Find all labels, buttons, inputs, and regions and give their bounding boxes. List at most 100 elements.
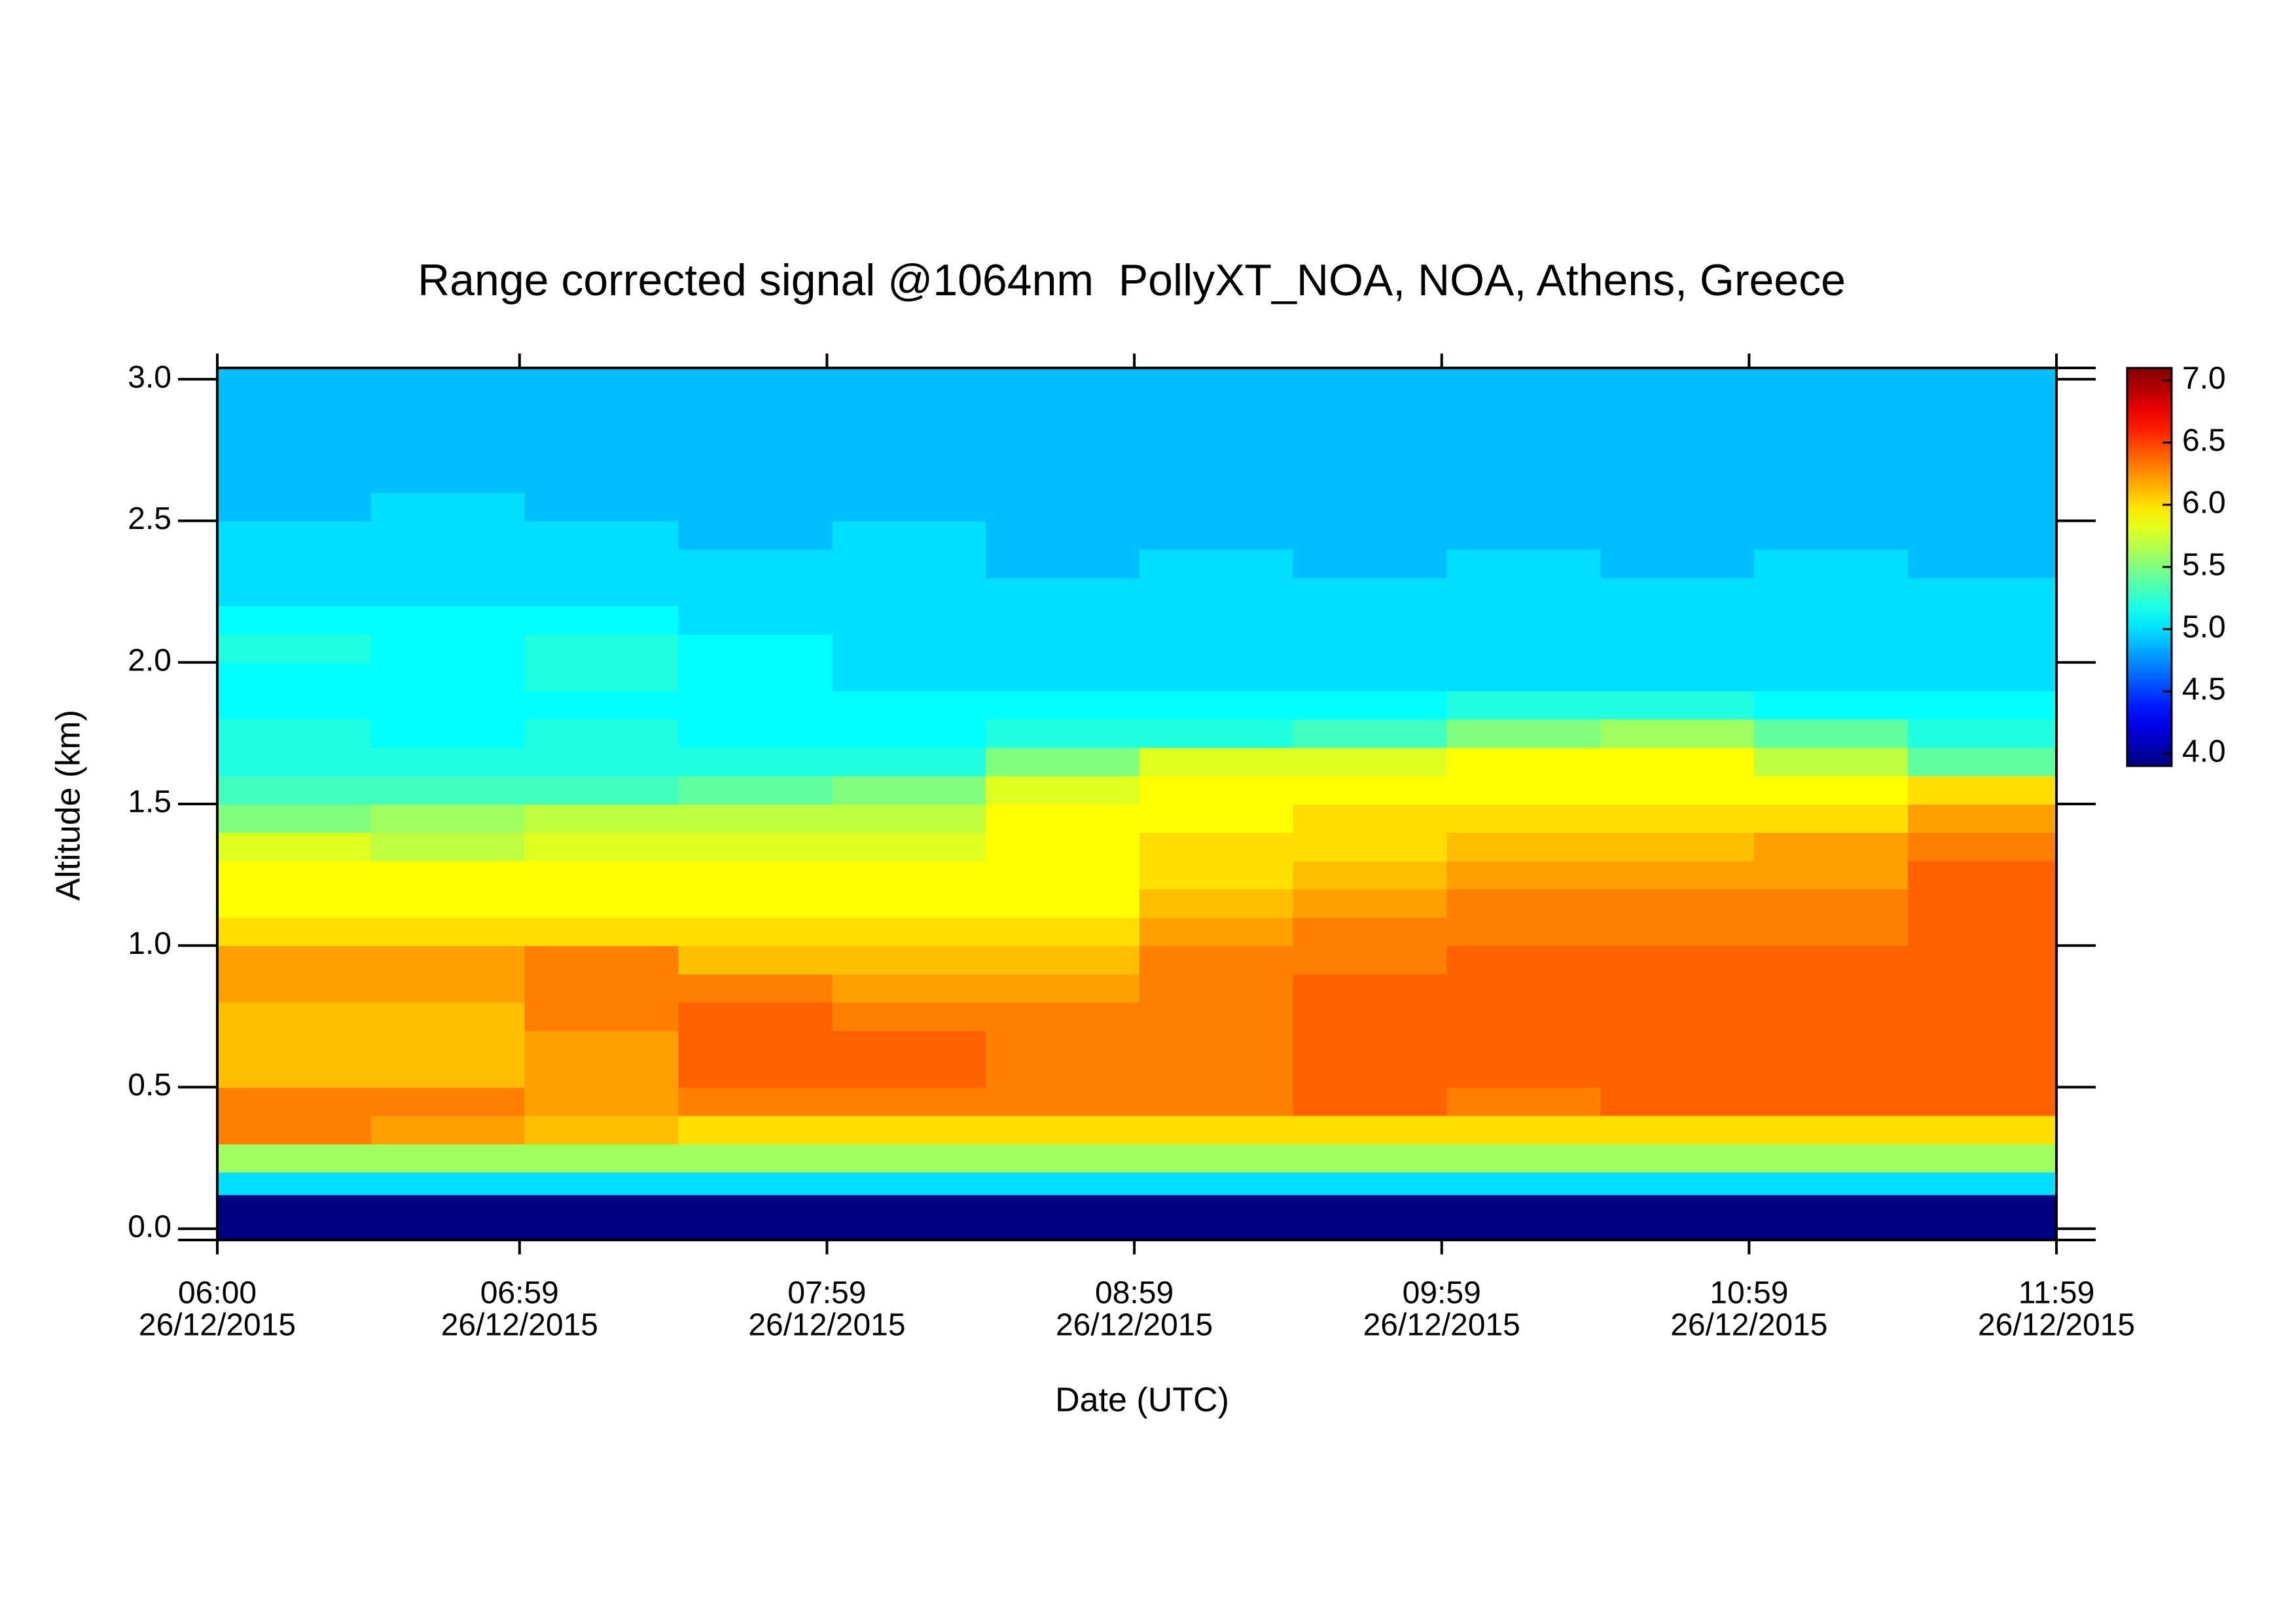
heatmap-cell [217,520,372,550]
heatmap-cell [1446,464,1602,494]
heatmap-cell [1600,1115,1755,1144]
heatmap-cell [1446,804,1602,833]
heatmap-cell [524,435,679,465]
heatmap-cell [1754,520,1909,550]
colorbar-tick-label: 4.5 [2182,672,2226,707]
heatmap-cell [524,691,679,720]
heatmap-cell [678,719,833,748]
heatmap-cell [370,492,526,522]
heatmap-cell [1908,1115,2057,1144]
heatmap-cell [524,917,679,947]
heatmap-cell [832,1115,986,1144]
heatmap-cell [832,917,986,947]
heatmap-cell [1139,832,1294,862]
heatmap-cell [1908,1172,2057,1195]
heatmap-cell [832,1002,986,1031]
heatmap-cell [524,860,679,890]
heatmap-cell [832,520,986,550]
heatmap-cell [1908,775,2057,805]
heatmap-cell [1600,577,1755,607]
heatmap-cell [370,606,526,635]
heatmap-cell [1293,606,1448,635]
x-tick-label: 11:59 [2018,1276,2095,1311]
heatmap-cell [1139,634,1294,663]
colorbar-tick-label: 4.0 [2182,735,2226,769]
heatmap-cell [1139,435,1294,465]
x-tick-label: 08:59 [1095,1276,1174,1311]
heatmap-cell [986,860,1140,890]
heatmap-cell [1754,1143,1909,1173]
heatmap-cell [1446,407,1602,437]
heatmap-cell [1600,1143,1755,1173]
heatmap-cell [1600,945,1755,975]
colorbar-tick-label: 5.5 [2182,548,2226,583]
heatmap-cell [1600,407,1755,437]
heatmap-cell [678,945,833,975]
heatmap-cell [1908,917,2057,947]
heatmap-cell [678,888,833,918]
heatmap-cell [1139,804,1294,833]
heatmap-cell [1600,860,1755,890]
heatmap-cell [1754,1030,1909,1060]
heatmap-cell [1446,1002,1602,1031]
heatmap-cell [1908,606,2057,635]
heatmap-cell [832,747,986,776]
heatmap-cell [1139,888,1294,918]
heatmap-cell [1446,719,1602,748]
colorbar-tick-label: 6.0 [2182,486,2226,520]
heatmap-cell [1600,662,1755,691]
heatmap-cell [217,1143,372,1173]
heatmap-cell [1293,945,1448,975]
heatmap-cell [1446,974,1602,1003]
heatmap-cell [832,464,986,494]
chart-title: Range corrected signal @1064nm PollyXT_N… [418,255,1846,305]
heatmap-cell [524,832,679,862]
heatmap-cell [1446,606,1602,635]
heatmap-cell [217,368,372,409]
heatmap-cell [986,662,1140,691]
heatmap-cell [370,832,526,862]
heatmap-cell [986,577,1140,607]
heatmap-cell [832,719,986,748]
heatmap-cell [678,974,833,1003]
heatmap-cell [1446,860,1602,890]
heatmap-cell [1600,1087,1755,1116]
heatmap-cell [1139,549,1294,578]
heatmap-cell [1908,1002,2057,1031]
heatmap-cell [1600,606,1755,635]
heatmap-cell [1908,691,2057,720]
heatmap-cell [524,1172,679,1195]
heatmap-cell [986,492,1140,522]
heatmap-cell [986,464,1140,494]
heatmap-cell [1293,520,1448,550]
heatmap-cell [1754,1172,1909,1195]
heatmap-cell [832,634,986,663]
heatmap-cell [1908,577,2057,607]
x-tick-label: 26/12/2015 [1978,1308,2135,1343]
heatmap-cell [1754,577,1909,607]
heatmap-cell [1908,719,2057,748]
heatmap-cell [1446,1087,1602,1116]
heatmap-cell [1754,719,1909,748]
heatmap-cell [1754,888,1909,918]
heatmap-cell [217,1194,372,1241]
heatmap-cell [217,775,372,805]
heatmap-cell [217,634,372,663]
y-tick-label: 2.5 [128,501,171,536]
heatmap-cell [1293,549,1448,578]
heatmap-cell [678,1172,833,1195]
heatmap-cell [370,520,526,550]
heatmap-cell [832,1030,986,1060]
heatmap-cell [370,1002,526,1031]
heatmap-cell [524,888,679,918]
heatmap-cell [370,860,526,890]
heatmap-cell [370,634,526,663]
y-tick-label: 0.0 [128,1209,171,1244]
heatmap-cell [1754,464,1909,494]
heatmap-cell [1446,775,1602,805]
heatmap-cell [678,1002,833,1031]
heatmap-cell [1600,888,1755,918]
heatmap-cell [832,775,986,805]
heatmap-cell [1139,520,1294,550]
heatmap-cell [1139,464,1294,494]
